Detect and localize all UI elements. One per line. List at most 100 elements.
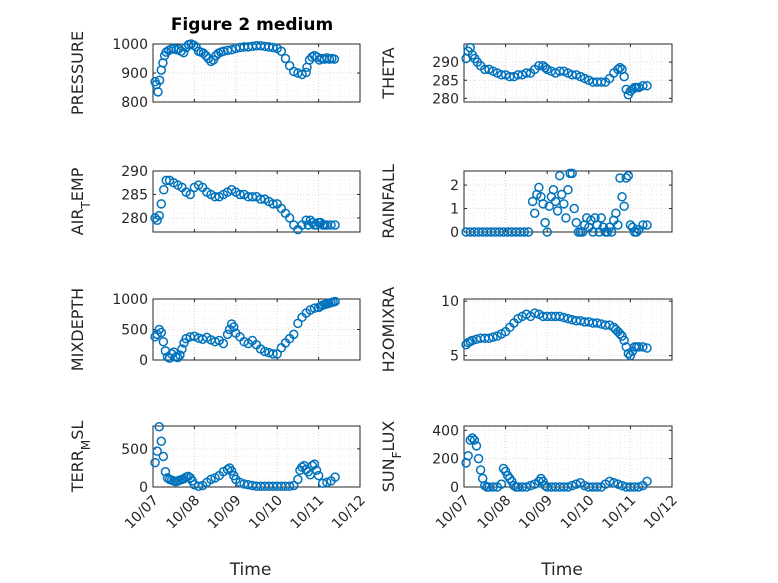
data-point xyxy=(284,481,295,491)
data-point xyxy=(642,476,652,487)
data-point xyxy=(210,192,220,202)
y-tick-label: 0 xyxy=(450,225,459,241)
data-point xyxy=(592,482,602,492)
data-point xyxy=(619,201,629,211)
data-point xyxy=(154,75,165,85)
x-tick-label: 10/10 xyxy=(246,493,286,533)
data-point xyxy=(557,189,567,200)
data-point xyxy=(175,350,185,360)
data-point xyxy=(621,173,631,183)
data-point xyxy=(301,67,311,78)
data-point xyxy=(488,482,498,492)
data-point xyxy=(235,189,245,200)
data-point xyxy=(284,213,295,223)
data-point xyxy=(554,170,565,181)
y-axis-label: RAINFALL xyxy=(379,164,398,239)
x-tick-label: 10/08 xyxy=(475,493,515,533)
y-tick-label: 280 xyxy=(121,211,148,227)
data-point xyxy=(619,335,629,346)
data-point xyxy=(154,210,164,221)
y-tick-label: 400 xyxy=(432,423,459,439)
data-point xyxy=(617,192,627,202)
y-tick-label: 0 xyxy=(450,480,459,496)
data-point xyxy=(235,477,245,488)
x-axis-label: Time xyxy=(540,560,583,580)
data-point xyxy=(159,185,169,195)
axes-box xyxy=(463,425,673,488)
data-point xyxy=(467,433,478,443)
data-point xyxy=(268,42,278,53)
data-point xyxy=(484,333,494,343)
data-point xyxy=(633,482,644,492)
data-point xyxy=(523,227,534,237)
data-point xyxy=(596,213,607,223)
data-point xyxy=(156,436,167,446)
data-point xyxy=(309,303,320,313)
data-point xyxy=(563,313,573,324)
data-point xyxy=(471,441,482,451)
data-point xyxy=(563,185,573,195)
data-point xyxy=(569,203,579,214)
data-point xyxy=(255,194,266,204)
x-tick-label: 10/11 xyxy=(599,493,639,533)
data-point xyxy=(604,222,615,233)
data-point xyxy=(488,332,498,342)
data-point xyxy=(613,64,623,75)
data-point xyxy=(542,227,552,237)
y-tick-label: 0 xyxy=(139,480,148,496)
data-point xyxy=(473,453,484,464)
y-tick-label: 200 xyxy=(432,452,459,468)
data-point xyxy=(519,227,530,237)
data-point xyxy=(638,342,648,352)
data-point xyxy=(469,435,480,445)
data-point xyxy=(615,329,625,339)
data-point xyxy=(529,208,540,218)
data-point xyxy=(642,80,652,91)
data-point xyxy=(559,312,569,323)
x-tick-label: 10/07 xyxy=(433,493,473,533)
data-point xyxy=(152,446,162,456)
subplot-1: 800 900 1000 PRESSURE xyxy=(68,31,361,115)
data-point xyxy=(178,47,189,58)
data-point xyxy=(548,185,559,195)
data-point xyxy=(228,322,239,332)
data-point xyxy=(198,48,209,59)
data-point xyxy=(521,482,532,492)
subplot-3: 280 285 290 AIRTEMP xyxy=(68,164,361,235)
y-axis-label: SUNFLUX xyxy=(379,421,404,493)
data-point xyxy=(188,40,199,50)
data-point xyxy=(301,215,311,226)
x-axis-label: Time xyxy=(229,560,272,580)
data-point xyxy=(309,459,320,469)
data-point xyxy=(268,199,278,209)
y-tick-label: 1 xyxy=(450,202,459,218)
subplot-7: 0 500 10/07 10/08 10/09 10/10 10/11 10/12 TERRMS… xyxy=(68,421,369,580)
data-point xyxy=(623,170,634,181)
data-point xyxy=(326,220,336,230)
data-point xyxy=(554,311,565,322)
data-point xyxy=(596,77,607,87)
data-point xyxy=(222,329,233,340)
axes-box xyxy=(463,43,673,103)
data-point xyxy=(322,477,332,488)
y-tick-label: 5 xyxy=(450,349,459,365)
y-tick-label: 285 xyxy=(432,73,459,89)
data-point xyxy=(567,168,577,179)
data-point xyxy=(571,217,582,228)
data-point xyxy=(563,482,573,492)
y-tick-label: 10 xyxy=(441,294,459,310)
axes-box xyxy=(463,298,673,361)
x-tick-label: 10/10 xyxy=(558,493,598,533)
data-point xyxy=(463,451,473,461)
x-tick-label: 10/12 xyxy=(641,493,681,533)
data-point xyxy=(222,464,233,475)
data-point xyxy=(613,479,623,489)
data-point xyxy=(617,331,627,341)
data-point xyxy=(173,352,183,363)
x-tick-label: 10/11 xyxy=(288,493,328,533)
axes-box xyxy=(463,170,673,233)
data-point xyxy=(613,220,623,230)
data-point xyxy=(475,465,486,475)
data-point xyxy=(465,435,475,445)
